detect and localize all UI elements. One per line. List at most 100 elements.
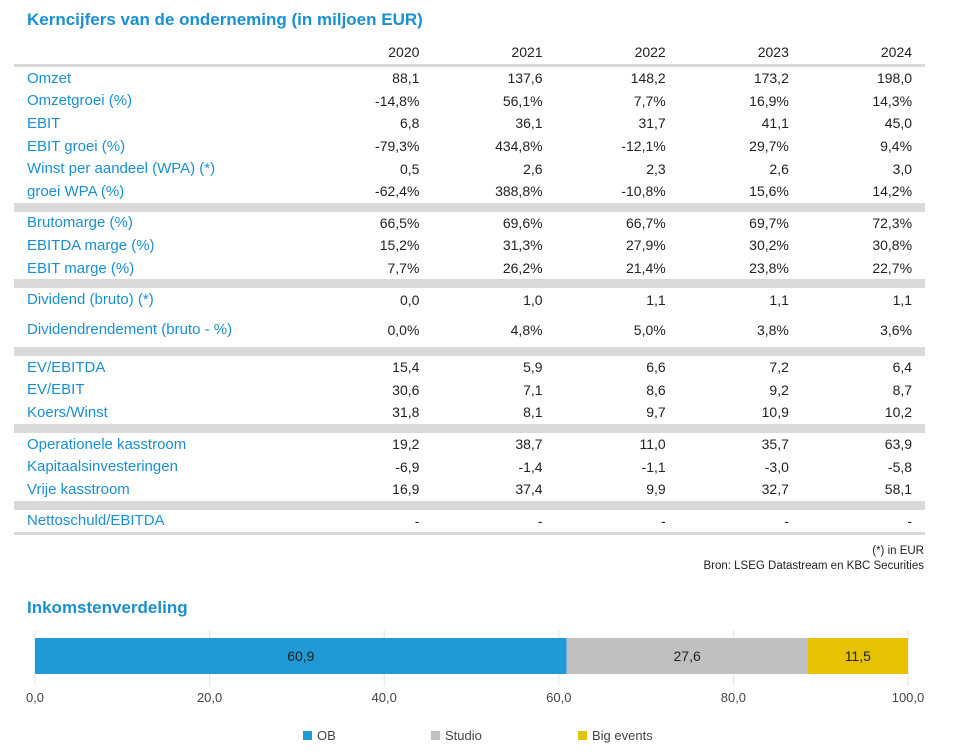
cell-value: 35,7 (761, 436, 789, 453)
cell-value: 66,7% (626, 214, 666, 231)
legend-item: OB (303, 728, 336, 743)
chart-title: Inkomstenverdeling (27, 598, 188, 617)
legend-swatch (578, 731, 587, 740)
table-row: Brutomarge (%) 66,5% 69,6% 66,7% 69,7% 72,3% (14, 212, 925, 235)
year-header: 2023 (757, 44, 789, 60)
cell-value: -5,8 (887, 458, 913, 475)
table-row: EBIT 6,8 36,1 31,7 41,1 45,0 (14, 112, 925, 135)
cell-value: 69,7% (749, 214, 789, 231)
legend-item: Big events (578, 728, 653, 743)
cell-value: 29,7% (749, 138, 789, 155)
row-label: Winst per aandeel (WPA) (*) (27, 160, 216, 178)
table-row: Omzetgroei (%) -14,8% 56,1% 7,7% 16,9% 14,3% (14, 90, 925, 113)
cell-value: 3,6% (880, 321, 913, 338)
table-row: Dividendrendement (bruto - %) 0,0% 4,8% 5,0… (14, 311, 925, 347)
cell-value: 9,2 (769, 381, 789, 398)
row-label: EBIT (27, 114, 61, 132)
cell-value: 16,9% (749, 92, 789, 109)
cell-value: 7,2 (769, 359, 789, 376)
table-row: Vrije kasstroom 16,9 37,4 9,9 32,7 58,1 (14, 478, 925, 501)
legend-label: Studio (445, 728, 482, 743)
cell-value: 45,0 (884, 115, 913, 132)
row-label: Vrije kasstroom (27, 480, 130, 498)
cell-value: 3,8% (756, 321, 789, 338)
cell-value: 26,2% (502, 260, 543, 277)
legend-swatch (431, 731, 440, 740)
table-row: EBIT marge (%) 7,7% 26,2% 21,4% 23,8% 22,7% (14, 257, 925, 280)
year-header: 2020 (388, 44, 420, 60)
cell-value: 6,4 (892, 359, 913, 376)
cell-value: 8,6 (646, 381, 666, 398)
x-tick-label: 40,0 (372, 690, 397, 705)
cell-value: 11,0 (639, 436, 666, 453)
cell-value: 14,2% (872, 183, 913, 200)
table-row: Winst per aandeel (WPA) (*) 0,5 2,6 2,3 2,6 3… (14, 157, 925, 180)
row-label: Brutomarge (%) (27, 214, 133, 232)
revenue-split-chart: 60,9 27,6 11,5 0,0 20,0 40,0 60,0 80,0 100,0 (26, 630, 925, 705)
cell-value: 15,6% (749, 183, 789, 200)
legend-swatch (303, 731, 312, 740)
cell-value: 41,1 (761, 115, 789, 132)
table-row: Omzet 88,1 137,6 148,2 173,2 198,0 (14, 67, 925, 90)
row-label: Operationele kasstroom (27, 435, 187, 453)
cell-value: -6,9 (395, 458, 420, 475)
x-tick-label: 60,0 (546, 690, 571, 705)
row-label: EBIT groei (%) (27, 137, 126, 155)
cell-value: 31,3% (502, 237, 543, 254)
cell-value: 5,0% (633, 321, 666, 338)
x-tick-label: 20,0 (197, 690, 222, 705)
cell-value: 2,3 (646, 160, 666, 177)
cell-value: - (537, 512, 543, 529)
cell-value: 198,0 (876, 70, 913, 87)
cell-value: 1,0 (523, 291, 543, 308)
cell-value: 37,4 (515, 481, 543, 498)
source-note: Bron: LSEG Datastream en KBC Securities (703, 560, 924, 572)
cell-value: 8,1 (523, 404, 543, 421)
table-row: Dividend (bruto) (*) 0,0 1,0 1,1 1,1 1,1 (14, 288, 925, 311)
cell-value: 32,7 (761, 481, 789, 498)
cell-value: 6,8 (399, 115, 420, 132)
cell-value: 434,8% (495, 138, 543, 155)
cell-value: 19,2 (392, 436, 420, 453)
table-notes: (*) in EUR Bron: LSEG Datastream en KBC … (703, 544, 924, 574)
x-tick-label: 80,0 (721, 690, 746, 705)
table-row: EV/EBIT 30,6 7,1 8,6 9,2 8,7 (14, 379, 925, 402)
row-label: Omzetgroei (%) (27, 92, 133, 110)
cell-value: -3,0 (764, 458, 789, 475)
x-tick-label: 100,0 (892, 690, 925, 705)
cell-value: - (661, 512, 666, 529)
cell-value: 15,2% (379, 237, 420, 254)
data-label: 11,5 (845, 648, 871, 664)
row-label: Kapitaalsinvesteringen (27, 458, 178, 476)
cell-value: 30,2% (749, 237, 789, 254)
cell-value: 22,7% (872, 260, 913, 277)
cell-value: -14,8% (375, 92, 420, 109)
cell-value: 1,1 (769, 291, 789, 308)
cell-value: 31,8 (392, 404, 420, 421)
table-title: Kerncijfers van de onderneming (in miljo… (27, 10, 423, 29)
cell-value: 137,6 (507, 70, 543, 87)
row-label: EV/EBITDA (27, 358, 106, 376)
table-row: Operationele kasstroom 19,2 38,7 11,0 35,7 63… (14, 433, 925, 456)
row-label: Dividend (bruto) (*) (27, 291, 154, 309)
table-row: Kapitaalsinvesteringen -6,9 -1,4 -1,1 -3,0 -5… (14, 455, 925, 478)
cell-value: 1,1 (646, 291, 666, 308)
cell-value: 10,9 (761, 404, 789, 421)
group-divider (14, 500, 925, 510)
cell-value: 36,1 (515, 115, 543, 132)
cell-value: 88,1 (392, 70, 420, 87)
cell-value: 38,7 (515, 436, 543, 453)
row-label: Nettoschuld/EBITDA (27, 512, 165, 530)
cell-value: 16,9 (392, 481, 420, 498)
cell-value: 21,4% (626, 260, 666, 277)
row-label: EBIT marge (%) (27, 259, 135, 277)
year-header-row: 2020 2021 2022 2023 2024 (14, 40, 925, 64)
year-header: 2024 (880, 44, 913, 60)
cell-value: 23,8% (749, 260, 789, 277)
x-tick-label: 0,0 (26, 690, 44, 705)
cell-value: 7,7% (387, 260, 420, 277)
year-header: 2021 (511, 44, 543, 60)
cell-value: 56,1% (502, 92, 543, 109)
year-header: 2022 (634, 44, 666, 60)
cell-value: - (414, 512, 420, 529)
